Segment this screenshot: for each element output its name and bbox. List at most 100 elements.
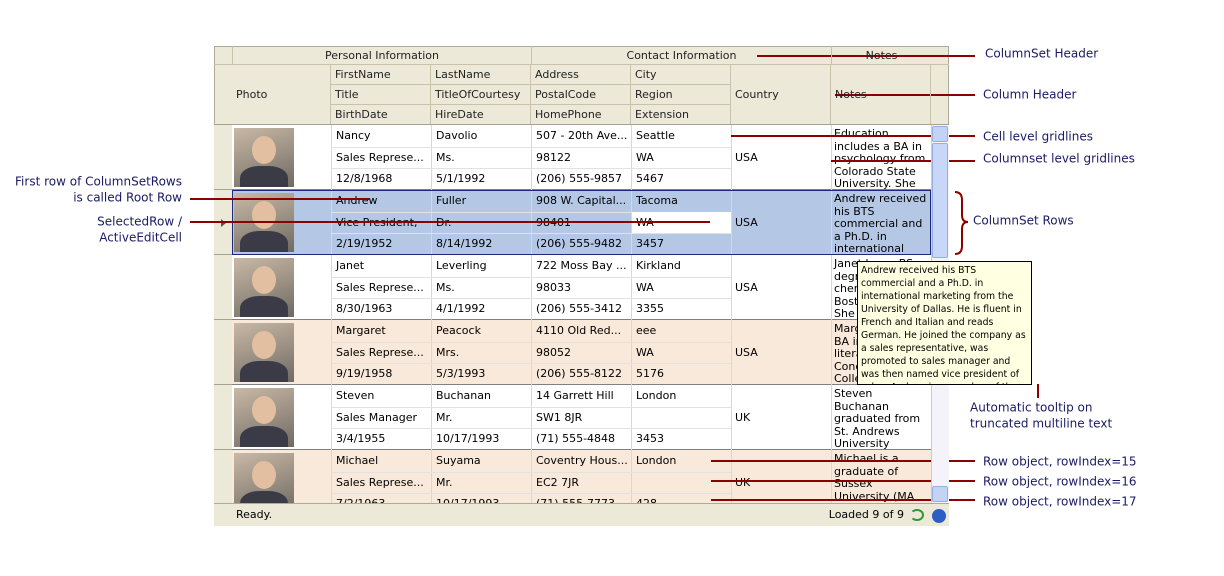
row-selector: [214, 385, 232, 450]
column-header: Notes: [831, 65, 931, 125]
photo-body: [240, 231, 288, 252]
cell: Sales Represe...: [336, 345, 424, 359]
cell: Andrew: [336, 194, 378, 207]
header-bottom: [214, 124, 949, 125]
column-gridline: [431, 255, 432, 320]
cell: 10/17/1993: [432, 493, 531, 503]
cell: 4110 Old Red...: [536, 324, 622, 337]
cell: Steven: [336, 389, 375, 402]
cell: Ms.: [436, 150, 455, 164]
cell: Tacoma: [636, 194, 678, 207]
column-gridline: [431, 125, 432, 190]
cell: SW1 8JR: [536, 410, 583, 424]
column-gridline: [731, 320, 732, 385]
photo-head: [252, 396, 276, 424]
cell-gridline: [331, 428, 731, 430]
callout-label: is called Root Row: [73, 191, 182, 205]
cell: (206) 555-3412: [536, 302, 623, 316]
row-selector: [214, 450, 232, 503]
column-gridline: [431, 320, 432, 385]
notes-cell: Michael is a graduate of Sussex Universi…: [834, 452, 915, 503]
column-header: HireDate: [431, 105, 531, 125]
tooltip: Andrew received his BTS commercial and a…: [857, 261, 1032, 385]
cell: (206) 555-9857: [536, 172, 623, 186]
cell: (71) 555-7773: [532, 493, 631, 503]
cell: 3355: [636, 302, 664, 316]
cell: 5/1/1992: [436, 172, 486, 186]
photo-body: [240, 491, 288, 503]
cell: Coventry Hous...: [536, 454, 628, 467]
photo: [234, 323, 294, 382]
column-header: TitleOfCourtesy: [431, 85, 531, 105]
cell: Kirkland: [636, 259, 681, 272]
grid-body: Nancy Davolio 507 - 20th Ave... Seattle Sale…: [214, 125, 931, 503]
column-header: City: [631, 65, 731, 85]
status-loaded: Loaded 9 of 9: [828, 508, 904, 521]
cell: London: [636, 389, 677, 402]
callout-label: truncated multiline text: [970, 417, 1112, 431]
cell: 3457: [636, 237, 664, 251]
status-text: Ready.: [236, 508, 273, 521]
column-gridline: [831, 190, 832, 255]
column-header: FirstName: [331, 65, 431, 85]
cell: 428: [632, 493, 731, 503]
cell: Fuller: [436, 194, 467, 207]
cell: 98052: [536, 345, 571, 359]
column-gridline: [831, 255, 832, 320]
cell-gridline: [331, 146, 731, 148]
cell: 7/2/1963: [332, 493, 431, 503]
callout-label: Automatic tooltip on: [970, 401, 1093, 415]
column-gridline: [331, 320, 332, 385]
scroll-thumb: [932, 143, 948, 258]
callout-label: First row of ColumnSetRows: [15, 175, 182, 189]
scroll-down-button: [932, 486, 948, 502]
notes-cell: Education includes a BA in psychology fr…: [834, 127, 926, 189]
cell-gridline: [331, 211, 731, 213]
cell: Leverling: [436, 259, 487, 272]
country-cell: USA: [735, 346, 758, 359]
column-gridline: [731, 385, 732, 450]
column-gridline: [531, 320, 532, 385]
cell: 10/17/1993: [436, 432, 500, 446]
cell: 9/19/1958: [336, 367, 393, 381]
cell: (206) 555-8122: [536, 367, 623, 381]
cell: London: [636, 454, 677, 467]
cell: 14 Garrett Hill: [536, 389, 614, 402]
column-header: Title: [331, 85, 431, 105]
column-gridline: [731, 125, 732, 190]
row-background: [232, 385, 931, 450]
status-bar: [214, 503, 949, 526]
row-selector: [214, 125, 232, 190]
column-gridline: [331, 125, 332, 190]
cell-gridline: [331, 406, 731, 408]
row-selector: [214, 320, 232, 385]
callout-label: ActiveEditCell: [99, 231, 182, 245]
photo-body: [240, 296, 288, 317]
cell: Ms.: [436, 280, 455, 294]
photo: [234, 453, 294, 503]
cell: Buchanan: [436, 389, 491, 402]
column-header: Region: [631, 85, 731, 105]
photo-head: [252, 461, 276, 489]
cell: Mr.: [436, 475, 453, 489]
cell: WA: [636, 280, 654, 294]
column-gridline: [831, 450, 832, 503]
refresh-icon: [910, 509, 924, 521]
column-gridline: [531, 450, 532, 503]
cell: 5176: [636, 367, 664, 381]
row-background: [232, 320, 931, 385]
cell: WA: [636, 150, 654, 164]
cell-gridline: [331, 341, 731, 343]
cell: 3453: [636, 432, 664, 446]
photo-body: [240, 166, 288, 187]
cell: 5/3/1993: [436, 367, 486, 381]
column-gridline: [331, 450, 332, 503]
cell: Sales Represe...: [336, 280, 424, 294]
country-cell: USA: [735, 216, 758, 229]
help-icon: [932, 509, 946, 523]
cell: 12/8/1968: [336, 172, 393, 186]
cell: Janet: [336, 259, 365, 272]
notes-cell: Andrew received his BTS commercial and a…: [834, 192, 927, 254]
cell: 722 Moss Bay ...: [536, 259, 627, 272]
